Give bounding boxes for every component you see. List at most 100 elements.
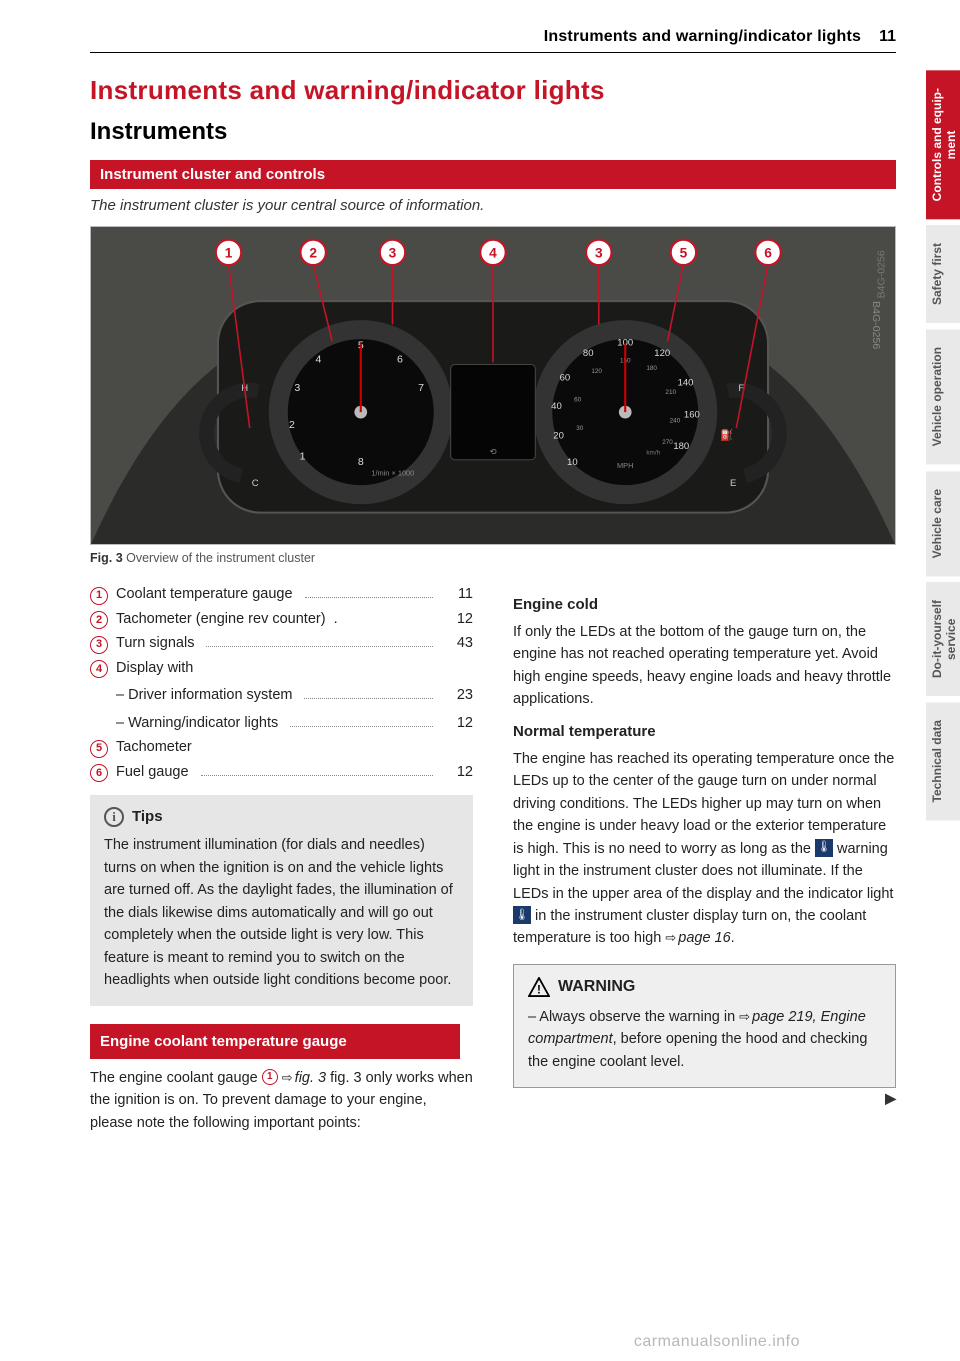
running-header: Instruments and warning/indicator lights…	[90, 28, 896, 53]
toc-dots	[304, 688, 433, 700]
toc-row: – Warning/indicator lights12	[90, 709, 473, 734]
temp-warning-icon: 🌡	[513, 906, 531, 924]
toc-page: 12	[445, 761, 473, 783]
section-bar-cluster: Instrument cluster and controls	[90, 160, 896, 189]
toc-label: Fuel gauge	[116, 761, 189, 783]
normal-temp-head: Normal temperature	[513, 720, 896, 743]
svg-text:C: C	[252, 478, 259, 489]
thumb-tab[interactable]: Safety first	[926, 225, 960, 323]
toc-callout-number: 1	[90, 587, 108, 605]
toc-page: 12	[445, 608, 473, 630]
svg-text:4: 4	[489, 246, 497, 261]
figure-callout: 4	[480, 240, 505, 265]
engine-cold-body: If only the LEDs at the bottom of the ga…	[513, 621, 896, 711]
tips-box: i Tips The instrument illumination (for …	[90, 795, 473, 1006]
side-tabs: Controls and equip- ment Safety first Vehi…	[926, 0, 960, 1361]
section-bar-coolant: Engine coolant temperature gauge	[90, 1024, 460, 1059]
toc-page: 11	[445, 583, 473, 605]
toc-row: – Driver information system23	[90, 681, 473, 706]
svg-text:E: E	[730, 478, 736, 489]
tips-body: The instrument illumination (for dials a…	[104, 834, 459, 991]
svg-text:2: 2	[289, 419, 295, 431]
info-icon: i	[104, 807, 124, 827]
toc-label: Tachometer (engine rev counter)	[116, 608, 326, 630]
callout-toc: 1 Coolant temperature gauge 11 2 Tachometer …	[90, 583, 473, 783]
svg-text:60: 60	[560, 372, 571, 383]
thumb-tab[interactable]: Do-it-yourself service	[926, 582, 960, 696]
toc-label: Coolant temperature gauge	[116, 583, 293, 605]
svg-text:7: 7	[418, 382, 424, 394]
thumb-tab[interactable]: Vehicle operation	[926, 329, 960, 464]
svg-text:3: 3	[294, 382, 300, 394]
ref-arrow-icon	[282, 1070, 295, 1086]
toc-callout-number: 3	[90, 636, 108, 654]
svg-text:4: 4	[316, 353, 322, 365]
toc-dots	[290, 715, 433, 727]
toc-dots	[201, 764, 433, 776]
thumb-tab[interactable]: Technical data	[926, 702, 960, 820]
svg-text:240: 240	[670, 418, 681, 425]
two-column-body: 1Coolant temperature gauge112Tachometer …	[90, 583, 896, 1144]
warning-label: WARNING	[558, 975, 635, 1000]
svg-text:30: 30	[576, 425, 584, 432]
callout-ref-1: 1	[262, 1069, 278, 1085]
svg-text:60: 60	[574, 397, 582, 404]
chapter-title: Instruments and warning/indicator lights	[90, 75, 896, 106]
figure-code-label: B4G-0256	[870, 301, 882, 349]
svg-text:120: 120	[591, 368, 602, 375]
left-column: 1Coolant temperature gauge112Tachometer …	[90, 583, 473, 1144]
toc-label: – Driver information system	[116, 684, 292, 706]
svg-text:8: 8	[358, 456, 364, 468]
thumb-tab[interactable]: Vehicle care	[926, 471, 960, 576]
svg-text:40: 40	[551, 401, 562, 412]
tips-label: Tips	[132, 805, 163, 828]
svg-text:MPH: MPH	[617, 461, 633, 470]
figure-callout: 3	[586, 240, 611, 265]
toc-callout-number	[90, 709, 108, 727]
ref-arrow-icon	[739, 1009, 752, 1025]
svg-text:⟲: ⟲	[489, 446, 496, 456]
svg-text:1: 1	[225, 246, 233, 261]
figure-callout: 1	[216, 240, 241, 265]
svg-text:10: 10	[567, 457, 578, 468]
svg-text:3: 3	[389, 246, 397, 261]
svg-text:!: !	[537, 983, 541, 997]
toc-callout-number: 6	[90, 764, 108, 782]
svg-text:180: 180	[646, 365, 657, 372]
page-number: 11	[879, 28, 896, 46]
toc-page: 12	[445, 712, 473, 734]
page-ref: page 16	[678, 930, 730, 946]
svg-text:⛽: ⛽	[720, 429, 733, 442]
svg-text:3: 3	[595, 246, 603, 261]
toc-dots	[305, 587, 433, 599]
toc-label: Tachometer	[116, 736, 192, 758]
toc-row: 6 Fuel gauge 12	[90, 761, 473, 783]
coolant-gauge-para: The engine coolant gauge 1 fig. 3 fig. 3…	[90, 1067, 473, 1134]
figure-callout: 2	[300, 240, 325, 265]
header-title: Instruments and warning/indicator lights	[544, 28, 861, 46]
svg-text:270: 270	[662, 439, 673, 446]
svg-text:6: 6	[397, 353, 403, 365]
svg-text:km/h: km/h	[646, 449, 660, 456]
watermark: carmanualsonline.info	[634, 1333, 800, 1351]
svg-text:120: 120	[654, 348, 670, 359]
toc-label: Turn signals	[116, 632, 194, 654]
toc-callout-number: 5	[90, 740, 108, 758]
toc-callout-number: 2	[90, 611, 108, 629]
svg-text:210: 210	[665, 389, 676, 396]
toc-row: 1 Coolant temperature gauge 11	[90, 583, 473, 605]
content-area: Instruments and warning/indicator lights…	[0, 0, 926, 1361]
normal-temp-body: The engine has reached its operating tem…	[513, 748, 896, 950]
temp-warning-icon: 🌡	[815, 839, 833, 857]
figure-callout: 5	[671, 240, 696, 265]
svg-text:20: 20	[553, 431, 564, 442]
thumb-tab[interactable]: Controls and equip- ment	[926, 70, 960, 219]
continued-arrow-icon: ▶	[513, 1088, 896, 1110]
warning-triangle-icon: !	[528, 977, 550, 997]
toc-callout-number: 4	[90, 660, 108, 678]
svg-text:1: 1	[300, 451, 306, 463]
toc-row: 5 Tachometer	[90, 736, 473, 758]
section-title: Instruments	[90, 118, 896, 146]
svg-text:2: 2	[309, 246, 317, 261]
figure-callout: 6	[755, 240, 780, 265]
